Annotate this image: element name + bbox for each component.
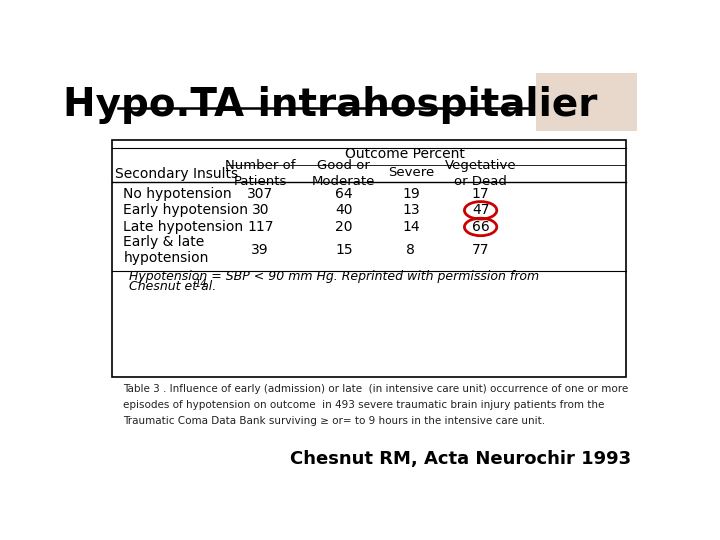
Text: 14: 14 <box>402 220 420 234</box>
Text: 39: 39 <box>251 243 269 257</box>
Text: Outcome Percent: Outcome Percent <box>346 147 465 161</box>
Text: 64: 64 <box>335 187 353 201</box>
Text: Chesnut et al.: Chesnut et al. <box>129 280 216 293</box>
Text: Early & late
hypotension: Early & late hypotension <box>124 235 209 265</box>
Text: 15: 15 <box>335 243 353 257</box>
Text: 40: 40 <box>335 204 353 217</box>
Text: Secondary Insults: Secondary Insults <box>115 167 238 181</box>
Text: Table 3 . Influence of early (admission) or late  (in intensive care unit) occur: Table 3 . Influence of early (admission)… <box>124 384 629 394</box>
Text: Hypotension = SBP < 90 mm Hg. Reprinted with permission from: Hypotension = SBP < 90 mm Hg. Reprinted … <box>129 271 539 284</box>
Text: No hypotension: No hypotension <box>124 187 232 201</box>
Text: Hypo.TA intrahospitalier: Hypo.TA intrahospitalier <box>63 85 597 124</box>
Text: 19: 19 <box>402 187 420 201</box>
Text: 17: 17 <box>472 187 490 201</box>
Text: Good or
Moderate: Good or Moderate <box>312 159 376 188</box>
Text: 77: 77 <box>472 243 490 257</box>
Bar <box>536 73 637 131</box>
Text: Late hypotension: Late hypotension <box>124 220 243 234</box>
Text: Chesnut RM, Acta Neurochir 1993: Chesnut RM, Acta Neurochir 1993 <box>290 450 631 468</box>
Text: 20: 20 <box>335 220 353 234</box>
Text: 8: 8 <box>406 243 415 257</box>
Text: 14: 14 <box>194 279 207 288</box>
Text: Severe: Severe <box>388 166 434 179</box>
Text: Traumatic Coma Data Bank surviving ≥ or= to 9 hours in the intensive care unit.: Traumatic Coma Data Bank surviving ≥ or=… <box>124 416 546 426</box>
Text: Early hypotension: Early hypotension <box>124 204 248 217</box>
Text: 117: 117 <box>247 220 274 234</box>
Text: Number of
Patients: Number of Patients <box>225 159 295 188</box>
Text: Vegetative
or Dead: Vegetative or Dead <box>445 159 516 188</box>
Text: 30: 30 <box>251 204 269 217</box>
Bar <box>112 140 626 377</box>
Text: 47: 47 <box>472 204 490 217</box>
Text: 13: 13 <box>402 204 420 217</box>
Text: 307: 307 <box>247 187 274 201</box>
Text: 66: 66 <box>472 220 490 234</box>
Text: episodes of hypotension on outcome  in 493 severe traumatic brain injury patient: episodes of hypotension on outcome in 49… <box>124 400 605 410</box>
